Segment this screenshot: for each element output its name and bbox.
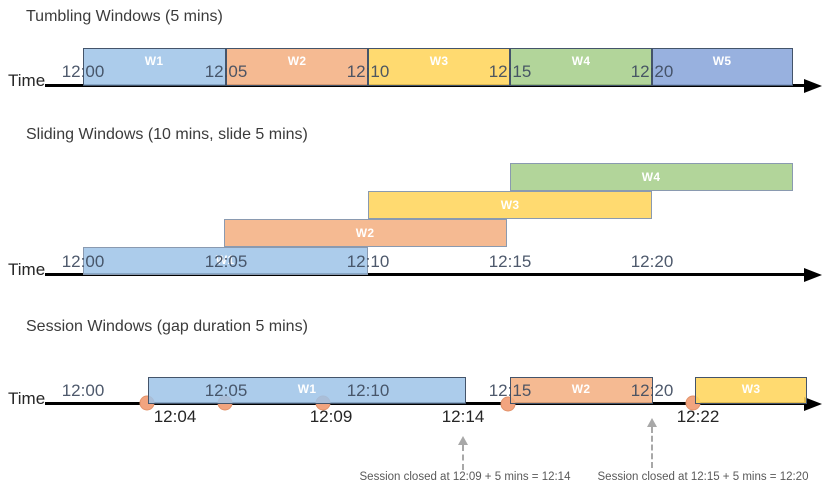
annotation-text: Session closed at 12:09 + 5 mins = 12:14 (359, 471, 571, 483)
tick-label: 12:10 (346, 381, 390, 400)
tumbling-section-title: Tumbling Windows (5 mins) (26, 8, 223, 25)
time-axis (45, 273, 807, 276)
window-label: W4 (571, 54, 591, 68)
event-time-label: 12:22 (676, 407, 720, 426)
window-label: W1 (144, 54, 164, 68)
window-w3 (695, 377, 807, 404)
tick-label: 12:20 (630, 381, 674, 400)
tick-label: 12:10 (346, 252, 390, 271)
tick-label: 12:15 (488, 62, 532, 81)
tick-label: 12:15 (488, 252, 532, 271)
time-axis-label: Time (8, 71, 46, 90)
annotation-arrow-line (462, 445, 464, 470)
tick-label: 12:00 (61, 252, 105, 271)
window-label: W2 (355, 226, 375, 240)
annotation-text: Session closed at 12:15 + 5 mins = 12:20 (597, 471, 809, 483)
session-section-title: Session Windows (gap duration 5 mins) (26, 318, 308, 335)
tick-label: 12:00 (61, 381, 105, 400)
up-arrow-icon (647, 418, 657, 427)
event-time-label: 12:09 (309, 407, 353, 426)
time-axis-label: Time (8, 260, 46, 279)
window-w4 (510, 163, 793, 191)
window-w2 (510, 377, 653, 404)
tick-label: 12:00 (61, 62, 105, 81)
window-label: W4 (641, 170, 661, 184)
window-w1 (148, 377, 466, 404)
window-label: W1 (297, 382, 317, 396)
tick-label: 12:15 (488, 381, 532, 400)
window-label: W5 (712, 54, 732, 68)
window-w1 (83, 48, 226, 86)
tick-label: 12:05 (204, 62, 248, 81)
sliding-section-title: Sliding Windows (10 mins, slide 5 mins) (26, 126, 308, 143)
window-label: W2 (571, 382, 591, 396)
axis-arrow-icon (804, 397, 822, 411)
axis-arrow-icon (804, 268, 822, 282)
axis-arrow-icon (804, 79, 822, 93)
tick-label: 12:10 (346, 62, 390, 81)
window-w3 (368, 191, 652, 219)
window-w4 (510, 48, 652, 86)
window-w5 (652, 48, 793, 86)
tick-label: 12:05 (204, 381, 248, 400)
time-axis-label: Time (8, 389, 46, 408)
event-time-label: 12:04 (153, 407, 197, 426)
annotation-arrow-line (651, 427, 653, 468)
tick-label: 12:20 (630, 252, 674, 271)
tick-label: 12:05 (204, 252, 248, 271)
window-label: W3 (741, 382, 761, 396)
window-w1 (83, 247, 368, 275)
window-w2 (224, 219, 507, 247)
window-label: W3 (500, 198, 520, 212)
window-w2 (226, 48, 368, 86)
tick-label: 12:20 (630, 62, 674, 81)
window-label: W1 (215, 253, 235, 267)
window-label: W3 (429, 54, 449, 68)
up-arrow-icon (458, 436, 468, 445)
window-w3 (368, 48, 510, 86)
event-time-label: 12:14 (441, 407, 485, 426)
window-label: W2 (287, 54, 307, 68)
